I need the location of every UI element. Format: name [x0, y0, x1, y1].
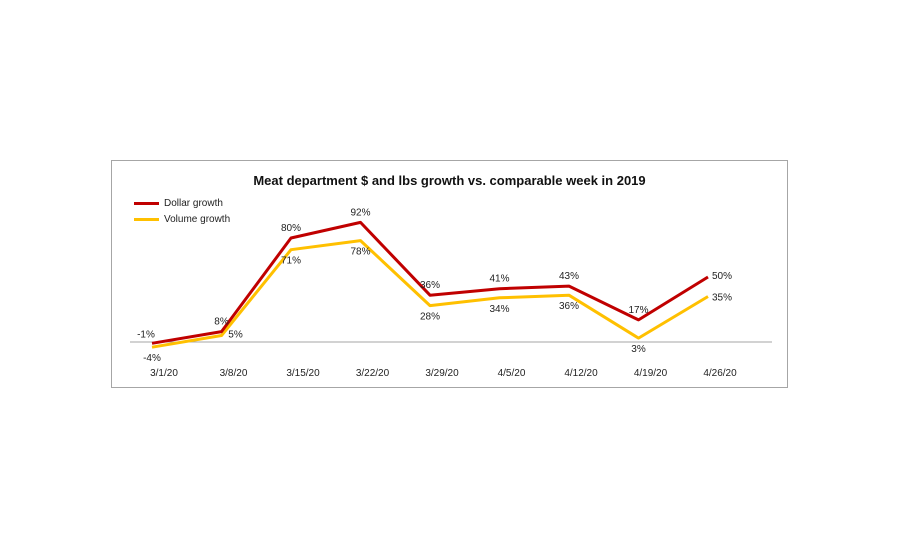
chart-title: Meat department $ and lbs growth vs. com…	[253, 173, 646, 188]
data-label-dollar: -1%	[137, 329, 155, 340]
x-tick-label: 4/26/20	[703, 368, 737, 379]
data-label-volume: 5%	[228, 330, 243, 341]
x-tick-label: 4/19/20	[634, 368, 668, 379]
x-tick-label: 3/29/20	[425, 368, 459, 379]
legend-item-volume: Volume growth	[134, 211, 230, 227]
data-label-volume: 36%	[559, 301, 579, 312]
data-label-volume: 71%	[281, 256, 301, 267]
legend-swatch-dollar	[134, 201, 159, 205]
x-tick-label: 4/5/20	[498, 368, 526, 379]
data-label-dollar: 36%	[420, 280, 440, 291]
data-label-volume: 3%	[631, 344, 646, 355]
data-label-volume: -4%	[143, 353, 161, 364]
x-tick-label: 4/12/20	[564, 368, 598, 379]
legend: Dollar growth Volume growth	[134, 195, 230, 227]
data-label-dollar: 92%	[350, 207, 370, 218]
x-tick-label: 3/8/20	[220, 368, 248, 379]
x-tick-label: 3/15/20	[286, 368, 320, 379]
data-label-dollar: 8%	[214, 317, 229, 328]
x-tick-label: 3/1/20	[150, 368, 178, 379]
legend-label-volume: Volume growth	[164, 213, 231, 225]
chart-frame: -1% 8% 80% 92% 36% 41% 43% 17% 50% -4% 5% 71% 78% 28%…	[111, 160, 788, 388]
x-tick-label: 3/22/20	[356, 368, 390, 379]
data-label-dollar: 17%	[628, 305, 648, 316]
data-label-dollar: 41%	[489, 274, 509, 285]
series-line-volume	[151, 239, 709, 349]
data-label-volume: 78%	[350, 247, 370, 258]
legend-swatch-volume	[134, 217, 159, 221]
data-label-volume: 35%	[712, 293, 732, 304]
data-label-dollar: 80%	[281, 223, 301, 234]
legend-label-dollar: Dollar growth	[164, 197, 223, 209]
data-label-volume: 28%	[420, 312, 440, 323]
legend-item-dollar: Dollar growth	[134, 195, 230, 211]
data-label-volume: 34%	[489, 304, 509, 315]
line-chart: -1% 8% 80% 92% 36% 41% 43% 17% 50% -4% 5% 71% 78% 28%…	[130, 207, 772, 379]
data-label-dollar: 43%	[559, 271, 579, 282]
series-line-dollar	[151, 220, 709, 345]
data-label-dollar: 50%	[712, 271, 732, 282]
